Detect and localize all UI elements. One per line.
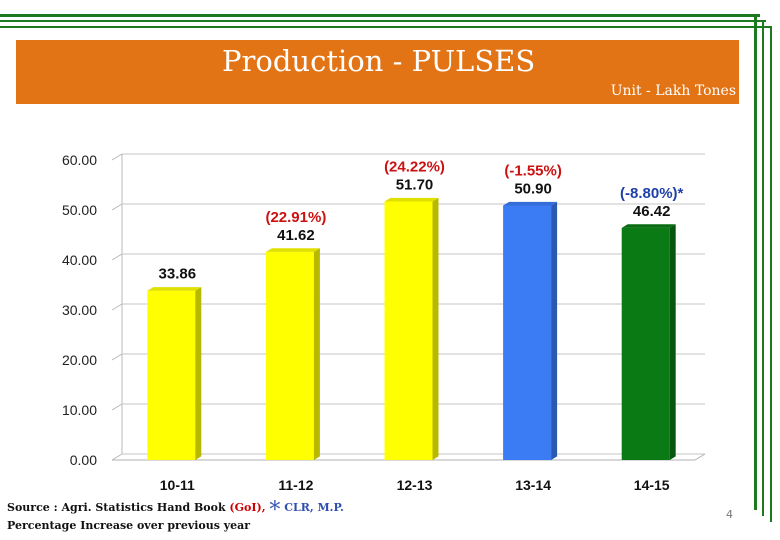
bar-side xyxy=(195,287,202,460)
gridline-depth xyxy=(111,403,123,411)
bar xyxy=(147,287,202,460)
percent-label: (-8.80%)* xyxy=(620,185,684,202)
percent-label: (-1.55%) xyxy=(504,163,562,180)
gridline-depth xyxy=(111,303,123,311)
title-bar xyxy=(16,40,739,104)
bar-front xyxy=(265,251,314,460)
page-number: 4 xyxy=(726,508,733,521)
x-tick-label: 12-13 xyxy=(397,477,433,493)
y-tick-label: 40.00 xyxy=(62,252,97,268)
unit-label: Unit - Lakh Tones xyxy=(610,83,736,99)
percentage-note: Percentage Increase over previous year xyxy=(7,519,251,532)
bar xyxy=(265,248,320,460)
bar-front xyxy=(503,205,552,460)
y-tick-label: 60.00 xyxy=(62,152,97,168)
data-label: 41.62 xyxy=(277,227,315,244)
bar-side xyxy=(669,224,676,460)
data-label: 33.86 xyxy=(159,266,197,283)
frame-line-right-3 xyxy=(770,26,772,522)
slide-title: Production - PULSES xyxy=(222,44,536,78)
bar-front xyxy=(147,290,196,460)
bar-front xyxy=(384,201,433,460)
bar-side xyxy=(432,197,439,460)
frame-line-top-2 xyxy=(0,20,766,22)
x-axis-floor-depth xyxy=(694,453,706,461)
bar xyxy=(503,201,558,460)
frame-line-right-2 xyxy=(762,20,764,516)
data-label: 50.90 xyxy=(514,181,552,198)
percent-label: (24.22%) xyxy=(384,159,445,176)
bar-front xyxy=(621,227,670,460)
bar xyxy=(621,224,676,460)
bar-top xyxy=(265,248,320,252)
y-tick-label: 10.00 xyxy=(62,402,97,418)
source-star: * xyxy=(269,498,281,523)
frame-line-right-1 xyxy=(754,14,757,510)
data-label: 51.70 xyxy=(396,177,434,194)
y-tick-label: 0.00 xyxy=(70,452,97,468)
bar-top xyxy=(384,197,439,202)
gridline-depth xyxy=(111,253,123,261)
bar-top xyxy=(147,287,202,291)
x-tick-label: 11-12 xyxy=(278,477,313,493)
source-goi: (GoI), xyxy=(229,501,266,514)
bar xyxy=(384,197,439,460)
gridline-depth xyxy=(111,453,123,461)
frame-line-top-1 xyxy=(0,14,760,17)
gridline-depth xyxy=(111,353,123,361)
x-tick-label: 13-14 xyxy=(515,477,551,493)
x-tick-label: 14-15 xyxy=(634,477,670,493)
bar-top xyxy=(621,224,676,228)
y-tick-label: 50.00 xyxy=(62,202,97,218)
gridline-depth xyxy=(111,153,123,161)
source-note: Source : Agri. Statistics Hand Book (GoI… xyxy=(7,498,344,523)
percent-label: (22.91%) xyxy=(265,209,326,226)
bar-side xyxy=(551,201,558,460)
gridline-depth xyxy=(111,203,123,211)
source-org: CLR, M.P. xyxy=(284,501,344,514)
bar-top xyxy=(503,201,558,206)
y-tick-label: 20.00 xyxy=(62,352,97,368)
x-tick-label: 10-11 xyxy=(160,477,195,493)
data-label: 46.42 xyxy=(633,203,671,220)
frame-line-top-3 xyxy=(0,26,772,28)
bar-chart: 0.00 10.00 20.00 30.00 40.00 50.00 60.00 10-11 3… xyxy=(62,152,706,493)
bar-side xyxy=(313,248,320,460)
source-prefix: Source : Agri. Statistics Hand Book xyxy=(7,501,230,514)
y-tick-label: 30.00 xyxy=(62,302,97,318)
